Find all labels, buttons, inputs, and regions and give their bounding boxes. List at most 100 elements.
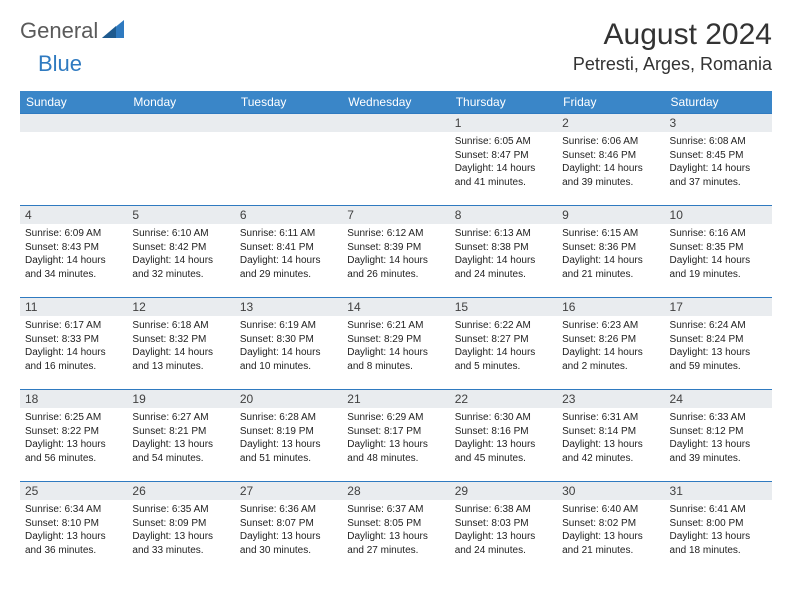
day-details: Sunrise: 6:16 AMSunset: 8:35 PMDaylight:… xyxy=(665,224,772,284)
day-details: Sunrise: 6:41 AMSunset: 8:00 PMDaylight:… xyxy=(665,500,772,560)
day-number: 5 xyxy=(127,206,234,224)
day-header: Monday xyxy=(127,91,234,114)
calendar-cell: 17Sunrise: 6:24 AMSunset: 8:24 PMDayligh… xyxy=(665,298,772,390)
calendar-week: 25Sunrise: 6:34 AMSunset: 8:10 PMDayligh… xyxy=(20,482,772,574)
day-number: 6 xyxy=(235,206,342,224)
day-number: 8 xyxy=(450,206,557,224)
calendar-cell: 14Sunrise: 6:21 AMSunset: 8:29 PMDayligh… xyxy=(342,298,449,390)
day-details: Sunrise: 6:15 AMSunset: 8:36 PMDaylight:… xyxy=(557,224,664,284)
calendar-cell: 27Sunrise: 6:36 AMSunset: 8:07 PMDayligh… xyxy=(235,482,342,574)
day-number: 31 xyxy=(665,482,772,500)
calendar-cell: 18Sunrise: 6:25 AMSunset: 8:22 PMDayligh… xyxy=(20,390,127,482)
day-number: 19 xyxy=(127,390,234,408)
day-number: 25 xyxy=(20,482,127,500)
calendar-cell: 22Sunrise: 6:30 AMSunset: 8:16 PMDayligh… xyxy=(450,390,557,482)
calendar-cell: 24Sunrise: 6:33 AMSunset: 8:12 PMDayligh… xyxy=(665,390,772,482)
day-number: 3 xyxy=(665,114,772,132)
calendar-cell: 10Sunrise: 6:16 AMSunset: 8:35 PMDayligh… xyxy=(665,206,772,298)
day-number xyxy=(235,114,342,132)
calendar-cell: 16Sunrise: 6:23 AMSunset: 8:26 PMDayligh… xyxy=(557,298,664,390)
day-number: 7 xyxy=(342,206,449,224)
day-header: Thursday xyxy=(450,91,557,114)
day-number: 18 xyxy=(20,390,127,408)
day-details: Sunrise: 6:37 AMSunset: 8:05 PMDaylight:… xyxy=(342,500,449,560)
day-number: 13 xyxy=(235,298,342,316)
day-number xyxy=(342,114,449,132)
calendar-cell: 31Sunrise: 6:41 AMSunset: 8:00 PMDayligh… xyxy=(665,482,772,574)
day-number: 30 xyxy=(557,482,664,500)
day-number: 29 xyxy=(450,482,557,500)
day-details: Sunrise: 6:05 AMSunset: 8:47 PMDaylight:… xyxy=(450,132,557,192)
calendar-cell: 30Sunrise: 6:40 AMSunset: 8:02 PMDayligh… xyxy=(557,482,664,574)
day-details: Sunrise: 6:19 AMSunset: 8:30 PMDaylight:… xyxy=(235,316,342,376)
day-details: Sunrise: 6:27 AMSunset: 8:21 PMDaylight:… xyxy=(127,408,234,468)
day-details: Sunrise: 6:38 AMSunset: 8:03 PMDaylight:… xyxy=(450,500,557,560)
day-number: 23 xyxy=(557,390,664,408)
day-header: Wednesday xyxy=(342,91,449,114)
calendar-cell: 4Sunrise: 6:09 AMSunset: 8:43 PMDaylight… xyxy=(20,206,127,298)
day-details: Sunrise: 6:21 AMSunset: 8:29 PMDaylight:… xyxy=(342,316,449,376)
calendar-cell xyxy=(342,114,449,206)
month-title: August 2024 xyxy=(573,18,772,52)
day-details: Sunrise: 6:09 AMSunset: 8:43 PMDaylight:… xyxy=(20,224,127,284)
calendar-cell: 23Sunrise: 6:31 AMSunset: 8:14 PMDayligh… xyxy=(557,390,664,482)
day-number: 4 xyxy=(20,206,127,224)
day-number: 24 xyxy=(665,390,772,408)
calendar-cell: 25Sunrise: 6:34 AMSunset: 8:10 PMDayligh… xyxy=(20,482,127,574)
day-number xyxy=(127,114,234,132)
day-details: Sunrise: 6:25 AMSunset: 8:22 PMDaylight:… xyxy=(20,408,127,468)
calendar-cell: 3Sunrise: 6:08 AMSunset: 8:45 PMDaylight… xyxy=(665,114,772,206)
day-number: 27 xyxy=(235,482,342,500)
calendar-cell: 28Sunrise: 6:37 AMSunset: 8:05 PMDayligh… xyxy=(342,482,449,574)
day-number: 28 xyxy=(342,482,449,500)
day-details: Sunrise: 6:33 AMSunset: 8:12 PMDaylight:… xyxy=(665,408,772,468)
calendar-cell: 2Sunrise: 6:06 AMSunset: 8:46 PMDaylight… xyxy=(557,114,664,206)
day-details: Sunrise: 6:24 AMSunset: 8:24 PMDaylight:… xyxy=(665,316,772,376)
day-details: Sunrise: 6:31 AMSunset: 8:14 PMDaylight:… xyxy=(557,408,664,468)
calendar-cell: 19Sunrise: 6:27 AMSunset: 8:21 PMDayligh… xyxy=(127,390,234,482)
logo-text-blue: Blue xyxy=(38,51,82,77)
day-header: Saturday xyxy=(665,91,772,114)
day-number: 21 xyxy=(342,390,449,408)
day-details: Sunrise: 6:35 AMSunset: 8:09 PMDaylight:… xyxy=(127,500,234,560)
day-header: Friday xyxy=(557,91,664,114)
calendar-week: 4Sunrise: 6:09 AMSunset: 8:43 PMDaylight… xyxy=(20,206,772,298)
calendar-cell xyxy=(127,114,234,206)
calendar-table: SundayMondayTuesdayWednesdayThursdayFrid… xyxy=(20,91,772,574)
day-details: Sunrise: 6:40 AMSunset: 8:02 PMDaylight:… xyxy=(557,500,664,560)
day-number: 12 xyxy=(127,298,234,316)
day-details: Sunrise: 6:13 AMSunset: 8:38 PMDaylight:… xyxy=(450,224,557,284)
day-number: 26 xyxy=(127,482,234,500)
calendar-cell: 9Sunrise: 6:15 AMSunset: 8:36 PMDaylight… xyxy=(557,206,664,298)
day-number: 22 xyxy=(450,390,557,408)
day-number: 20 xyxy=(235,390,342,408)
calendar-cell xyxy=(235,114,342,206)
logo-triangle-icon xyxy=(102,20,124,43)
day-number xyxy=(20,114,127,132)
day-details: Sunrise: 6:11 AMSunset: 8:41 PMDaylight:… xyxy=(235,224,342,284)
calendar-week: 1Sunrise: 6:05 AMSunset: 8:47 PMDaylight… xyxy=(20,114,772,206)
day-number: 10 xyxy=(665,206,772,224)
day-details: Sunrise: 6:36 AMSunset: 8:07 PMDaylight:… xyxy=(235,500,342,560)
day-details: Sunrise: 6:18 AMSunset: 8:32 PMDaylight:… xyxy=(127,316,234,376)
calendar-cell: 29Sunrise: 6:38 AMSunset: 8:03 PMDayligh… xyxy=(450,482,557,574)
calendar-week: 18Sunrise: 6:25 AMSunset: 8:22 PMDayligh… xyxy=(20,390,772,482)
calendar-cell: 1Sunrise: 6:05 AMSunset: 8:47 PMDaylight… xyxy=(450,114,557,206)
day-header: Sunday xyxy=(20,91,127,114)
calendar-cell: 15Sunrise: 6:22 AMSunset: 8:27 PMDayligh… xyxy=(450,298,557,390)
day-details: Sunrise: 6:22 AMSunset: 8:27 PMDaylight:… xyxy=(450,316,557,376)
day-details: Sunrise: 6:10 AMSunset: 8:42 PMDaylight:… xyxy=(127,224,234,284)
calendar-week: 11Sunrise: 6:17 AMSunset: 8:33 PMDayligh… xyxy=(20,298,772,390)
calendar-cell: 6Sunrise: 6:11 AMSunset: 8:41 PMDaylight… xyxy=(235,206,342,298)
day-details: Sunrise: 6:34 AMSunset: 8:10 PMDaylight:… xyxy=(20,500,127,560)
day-number: 15 xyxy=(450,298,557,316)
calendar-cell: 26Sunrise: 6:35 AMSunset: 8:09 PMDayligh… xyxy=(127,482,234,574)
day-number: 16 xyxy=(557,298,664,316)
day-details: Sunrise: 6:12 AMSunset: 8:39 PMDaylight:… xyxy=(342,224,449,284)
calendar-cell: 21Sunrise: 6:29 AMSunset: 8:17 PMDayligh… xyxy=(342,390,449,482)
day-number: 17 xyxy=(665,298,772,316)
day-number: 2 xyxy=(557,114,664,132)
day-number: 11 xyxy=(20,298,127,316)
day-number: 1 xyxy=(450,114,557,132)
day-number: 14 xyxy=(342,298,449,316)
